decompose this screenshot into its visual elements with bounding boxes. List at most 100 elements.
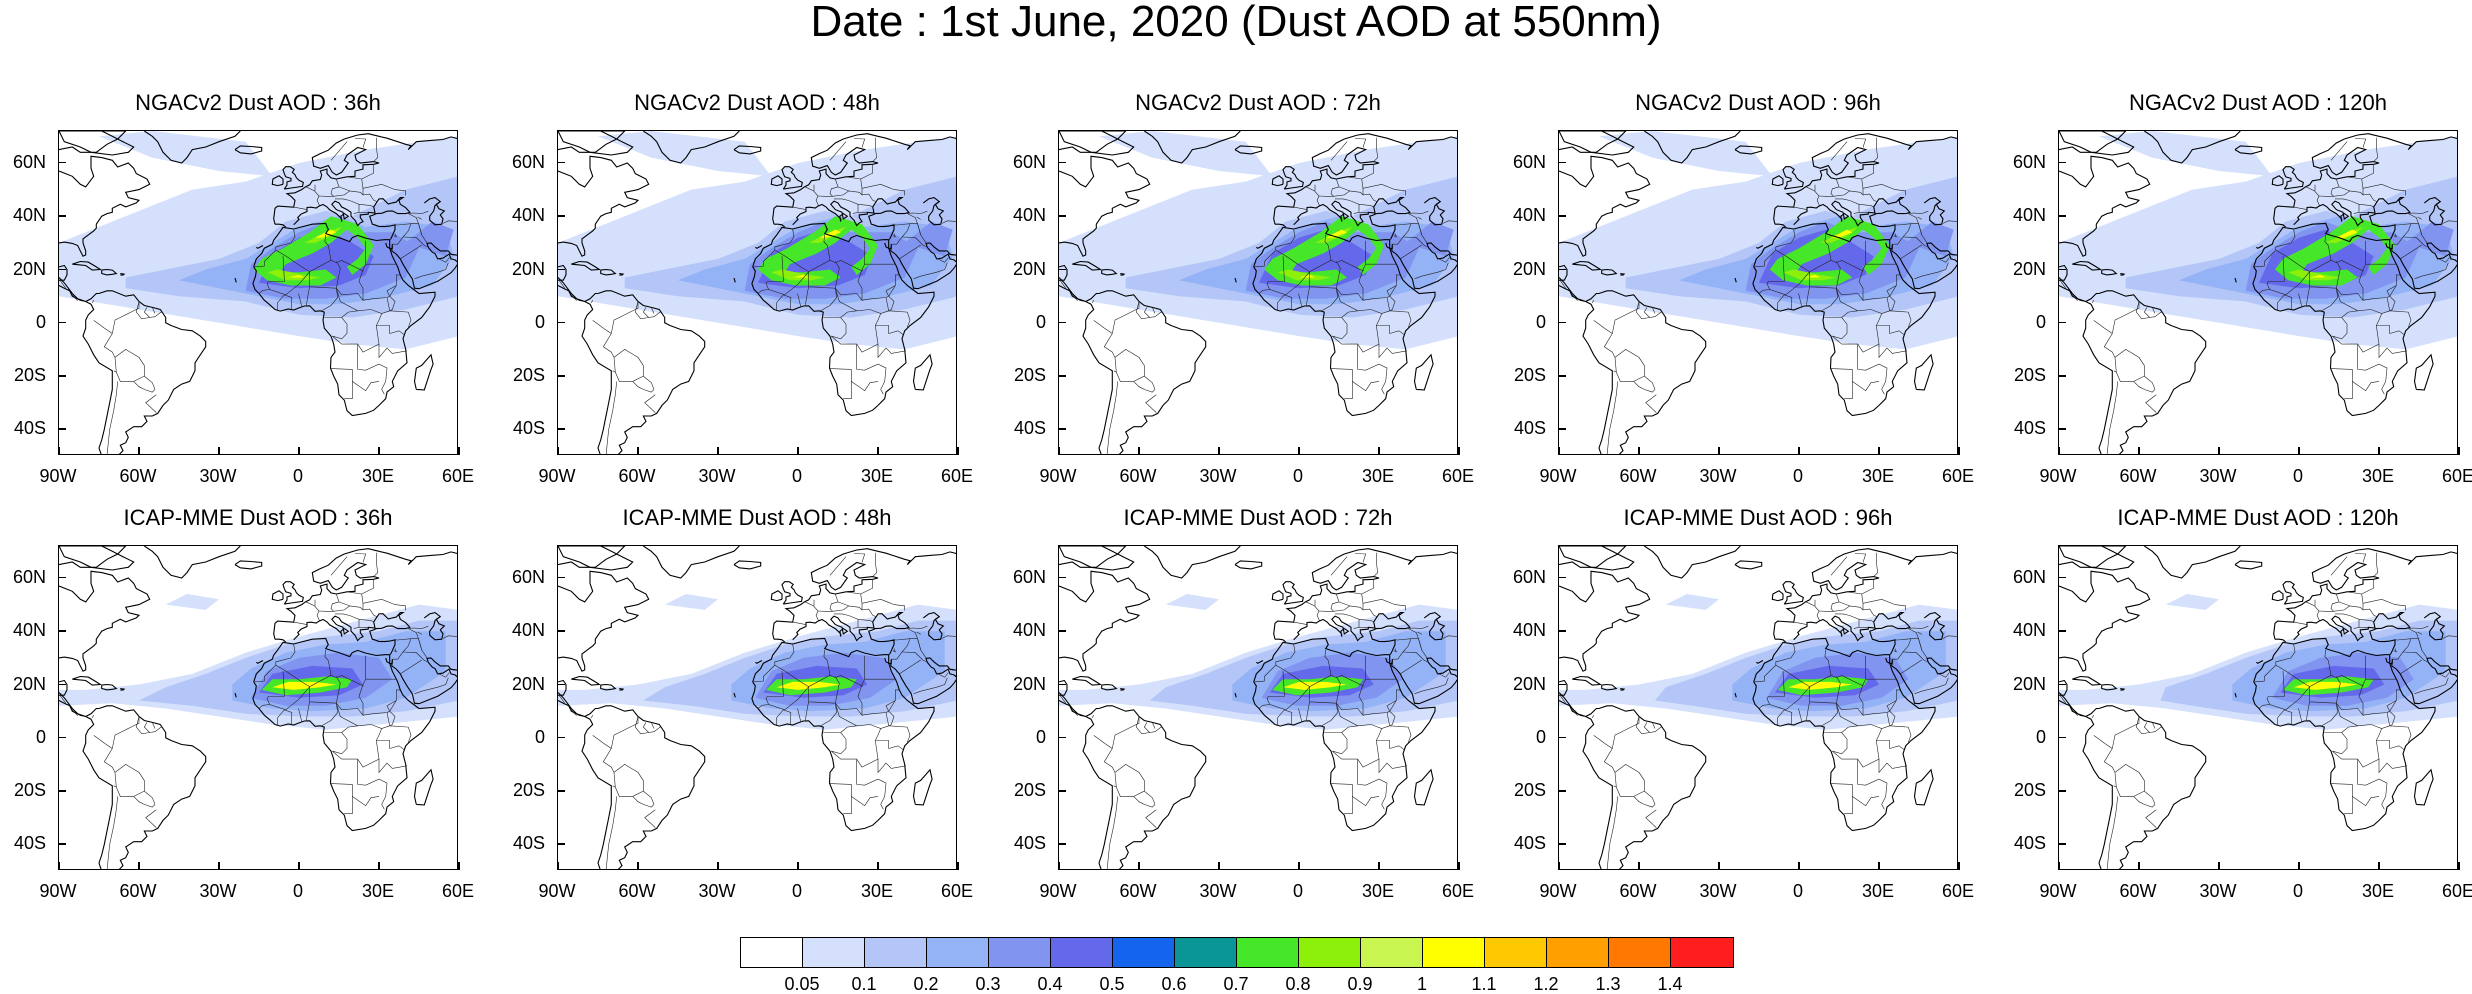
country-border bbox=[901, 651, 928, 663]
country-border bbox=[1070, 707, 1078, 716]
lon-tick-label: 30W bbox=[199, 466, 237, 486]
lon-tick-mark bbox=[1378, 447, 1380, 455]
lat-tick-label: 60N bbox=[511, 151, 545, 172]
map-area bbox=[1058, 130, 1458, 455]
country-border bbox=[1894, 627, 1922, 641]
country-border bbox=[860, 164, 874, 180]
coastline bbox=[1734, 692, 1737, 698]
lat-tick-mark bbox=[1058, 843, 1066, 845]
coastline bbox=[282, 581, 304, 605]
country-border bbox=[2135, 301, 2162, 320]
country-border bbox=[613, 349, 644, 382]
colorbar-swatch bbox=[1671, 938, 1733, 967]
lat-tick-mark bbox=[1558, 161, 1566, 164]
coastline bbox=[59, 692, 207, 869]
country-border bbox=[354, 553, 367, 563]
coastline bbox=[2271, 175, 2284, 187]
lat-tick-mark bbox=[557, 321, 565, 324]
country-border bbox=[1135, 301, 1162, 320]
coastline bbox=[2059, 692, 2207, 869]
country-border bbox=[2266, 256, 2310, 296]
country-border bbox=[2324, 317, 2348, 340]
country-border bbox=[1362, 598, 1407, 611]
country-border bbox=[2375, 313, 2382, 345]
country-border bbox=[1824, 649, 1832, 676]
aod-contour-fill bbox=[2099, 131, 2273, 177]
country-border bbox=[1394, 627, 1422, 641]
coastline bbox=[1559, 131, 1635, 156]
coastline bbox=[571, 675, 601, 686]
country-border bbox=[837, 601, 849, 607]
lon-tick-mark bbox=[877, 862, 879, 870]
country-border bbox=[2070, 292, 2078, 301]
lon-tick-label: 30E bbox=[1861, 466, 1895, 486]
map-panel: ICAP-MME Dust AOD : 48h 60N 40N 20N 0 20S 40S 9… bbox=[512, 415, 973, 901]
country-border bbox=[856, 759, 887, 810]
country-border bbox=[2417, 631, 2422, 635]
country-border bbox=[106, 381, 118, 454]
panel-title: NGACv2 Dust AOD : 36h bbox=[135, 90, 381, 115]
country-border bbox=[338, 186, 350, 192]
country-border bbox=[853, 138, 866, 148]
coastline bbox=[2234, 560, 2263, 570]
coastline bbox=[2143, 546, 2241, 579]
coastline bbox=[1643, 131, 1741, 164]
lon-tick-mark bbox=[877, 447, 879, 455]
country-border bbox=[152, 722, 156, 729]
country-border bbox=[135, 716, 162, 735]
country-border bbox=[2335, 613, 2360, 629]
country-border bbox=[1338, 186, 1350, 192]
country-border bbox=[361, 579, 375, 595]
coastline bbox=[2275, 223, 2287, 228]
country-border bbox=[856, 344, 887, 395]
country-border bbox=[916, 631, 921, 635]
coastline bbox=[1559, 692, 1707, 869]
country-border bbox=[1362, 183, 1407, 196]
lat-tick-mark bbox=[2058, 321, 2066, 324]
coastline bbox=[1923, 612, 1946, 641]
coastline bbox=[1559, 546, 1635, 571]
country-border bbox=[2362, 598, 2407, 611]
country-border bbox=[1794, 206, 1808, 210]
country-border bbox=[885, 297, 889, 311]
aod-contour-fill bbox=[1769, 216, 1890, 286]
country-border bbox=[2358, 204, 2374, 208]
country-border bbox=[1635, 716, 1662, 735]
lon-tick-label: 60E bbox=[1441, 881, 1475, 901]
coastline bbox=[1275, 638, 1287, 643]
country-border bbox=[2402, 651, 2429, 663]
coastline bbox=[423, 612, 446, 641]
coastline bbox=[2423, 197, 2446, 226]
colorbar-swatch bbox=[803, 938, 865, 967]
country-border bbox=[861, 700, 896, 716]
coastline bbox=[1059, 277, 1207, 454]
country-border bbox=[1902, 651, 1929, 663]
lon-tick-mark bbox=[2218, 862, 2220, 870]
lat-tick-mark bbox=[1558, 683, 1566, 686]
country-border bbox=[2114, 764, 2145, 797]
coastline bbox=[1793, 612, 1911, 655]
coastline bbox=[2273, 548, 2457, 640]
lat-tick-label: 40S bbox=[512, 418, 545, 439]
coastline bbox=[558, 692, 706, 869]
colorbar-label: 0.1 bbox=[851, 974, 877, 994]
country-border bbox=[70, 292, 78, 301]
country-border bbox=[829, 178, 839, 197]
country-border bbox=[893, 627, 921, 641]
country-border bbox=[362, 598, 407, 611]
country-border bbox=[1603, 748, 1617, 788]
country-border bbox=[1857, 759, 1888, 810]
country-border bbox=[1635, 301, 1662, 320]
panel-title: ICAP-MME Dust AOD : 48h bbox=[622, 505, 892, 530]
country-border bbox=[1277, 709, 1293, 727]
lon-tick-mark bbox=[557, 447, 559, 455]
country-border bbox=[1352, 381, 1380, 392]
country-border bbox=[1775, 644, 1796, 666]
country-border bbox=[2318, 605, 2378, 618]
lat-tick-mark bbox=[2058, 375, 2066, 377]
lon-tick-mark bbox=[2138, 862, 2140, 870]
country-border bbox=[875, 740, 904, 751]
coastline bbox=[423, 197, 446, 226]
lon-tick-label: 30W bbox=[1199, 466, 1237, 486]
lon-tick-label: 30W bbox=[698, 881, 736, 901]
